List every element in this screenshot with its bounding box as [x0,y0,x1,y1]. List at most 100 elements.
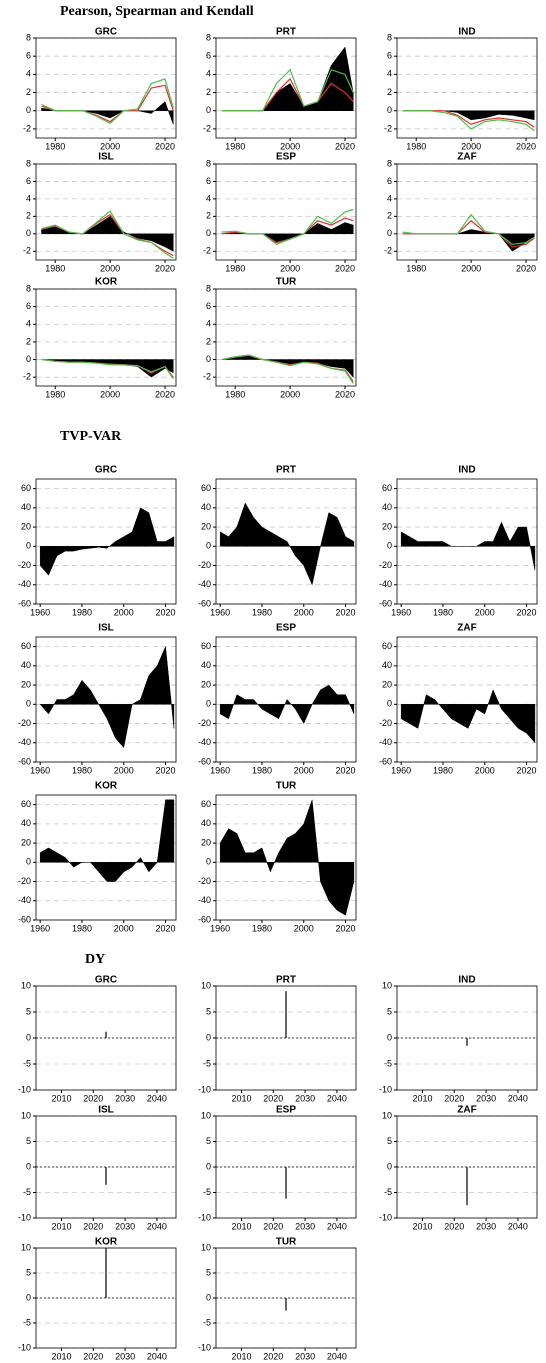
x-tick-label: 1980 [45,141,65,151]
y-tick-label: -2 [203,372,211,382]
x-tick-label: 2030 [115,1351,135,1361]
y-tick-label: 0 [387,1161,392,1171]
x-tick-label: 2020 [444,1093,464,1103]
y-tick-label: 0 [206,354,211,364]
x-tick-label: 2030 [295,1221,315,1231]
plot-frame [396,37,538,139]
y-tick-label: -20 [379,560,392,570]
panel-title: ZAF [457,152,476,163]
y-tick-label: -10 [18,1342,31,1352]
panel-title: TUR [276,277,297,288]
x-tick-label: 2020 [155,389,175,399]
plot-frame [215,985,357,1091]
x-tick-label: 1980 [45,389,65,399]
x-tick-label: 2030 [295,1093,315,1103]
y-tick-label: -60 [198,756,211,766]
y-tick-label: -5 [384,1058,392,1068]
x-tick-label: 2010 [412,1221,432,1231]
x-tick-label: 1980 [252,607,272,617]
y-tick-label: 4 [26,319,31,329]
plot-frame [215,37,357,139]
y-tick-label: 2 [26,87,31,97]
x-tick-label: 2000 [475,607,495,617]
plot-area [216,991,356,1039]
area [41,216,174,252]
y-tick-label: -2 [203,123,211,133]
y-tick-label: -40 [18,579,31,589]
x-tick-label: 2020 [155,141,175,151]
panel: PRT -2 0 2 4 6 8 1980 2000 2020 [203,27,357,151]
x-tick-label: 2020 [263,1093,283,1103]
x-tick-label: 2020 [83,1351,103,1361]
panel-title: ESP [276,1105,296,1116]
plot-frame [396,478,538,605]
panel-title: ESP [276,152,296,163]
y-tick-label: 60 [382,483,392,493]
y-tick-label: -2 [203,246,211,256]
y-tick-label: -60 [18,756,31,766]
y-tick-label: -2 [384,246,392,256]
area [221,46,354,111]
x-tick-label: 2000 [294,923,314,933]
panel: IND -10 -5 0 5 10 2010 2020 2030 2040 [379,975,538,1103]
plot-area [219,684,355,725]
y-tick-label: 20 [21,521,31,531]
y-tick-label: 6 [26,176,31,186]
x-tick-label: 2020 [335,141,355,151]
x-tick-label: 2030 [115,1093,135,1103]
y-tick-label: 0 [387,105,392,115]
y-tick-label: 0 [206,1032,211,1042]
y-tick-label: 6 [206,51,211,61]
plot-area [39,507,175,576]
y-tick-label: 0 [387,699,392,709]
y-tick-label: -10 [198,1084,211,1094]
y-tick-label: 5 [206,1006,211,1016]
y-tick-label: 6 [387,51,392,61]
y-tick-label: 2 [206,336,211,346]
x-tick-label: 1980 [72,765,92,775]
y-tick-label: -2 [23,372,31,382]
y-tick-label: -10 [198,1342,211,1352]
x-tick-label: 1980 [252,923,272,933]
section-heading: DY [85,952,105,967]
y-tick-label: 0 [206,699,211,709]
x-tick-label: 1980 [45,263,65,273]
x-tick-label: 1960 [210,923,230,933]
y-tick-label: 8 [206,283,211,293]
x-tick-label: 2010 [412,1093,432,1103]
plot-frame [215,288,357,387]
panel: PRT -10 -5 0 5 10 2010 2020 2030 2040 [198,975,357,1103]
y-tick-label: 10 [382,980,392,990]
x-tick-label: 2000 [114,607,134,617]
y-tick-label: -60 [198,914,211,924]
y-tick-label: 60 [201,799,211,809]
x-tick-label: 1960 [30,923,50,933]
y-tick-label: 0 [26,354,31,364]
y-tick-label: 8 [26,158,31,168]
panel: TUR -10 -5 0 5 10 2010 2020 2030 2040 [198,1237,357,1361]
x-tick-label: 2030 [295,1351,315,1361]
section-heading: TVP-VAR [60,429,122,444]
panel: ISL -60 -40 -20 0 20 40 60 1960 1980 2000 2020 [18,623,177,775]
y-tick-label: 10 [21,1110,31,1120]
x-tick-label: 1980 [225,263,245,273]
plot-area [397,1037,537,1046]
y-tick-label: 6 [387,176,392,186]
y-tick-label: 40 [382,502,392,512]
x-tick-label: 2000 [294,765,314,775]
panel: GRC -60 -40 -20 0 20 40 60 1960 1980 2000 2020 [18,465,177,617]
y-tick-label: 40 [201,660,211,670]
line [221,354,354,384]
x-tick-label: 2000 [280,389,300,399]
x-tick-label: 2030 [476,1221,496,1231]
line [402,110,535,132]
y-tick-label: -20 [18,876,31,886]
area [400,689,536,744]
plot-frame [35,1115,177,1219]
y-tick-label: 20 [201,837,211,847]
x-tick-label: 2020 [335,263,355,273]
y-tick-label: 60 [201,483,211,493]
y-tick-label: 0 [387,541,392,551]
y-tick-label: 2 [206,87,211,97]
